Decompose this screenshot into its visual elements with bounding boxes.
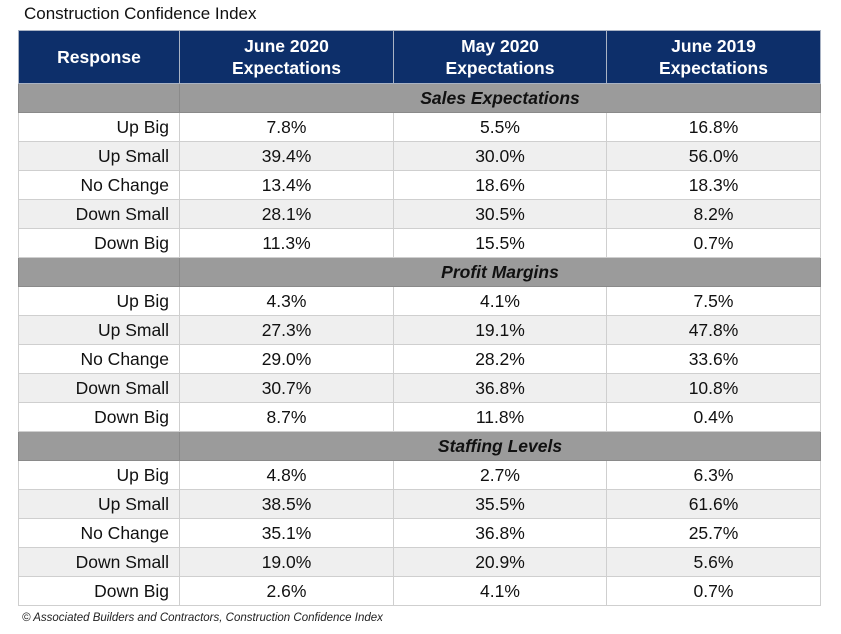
- section-row: Staffing Levels: [18, 431, 821, 461]
- value-cell: 2.6%: [179, 576, 394, 606]
- value-cell: 5.5%: [393, 112, 607, 142]
- value-cell: 27.3%: [179, 315, 394, 345]
- table-row: No Change 35.1% 36.8% 25.7%: [18, 518, 821, 548]
- table-row: Up Small 27.3% 19.1% 47.8%: [18, 315, 821, 345]
- table-row: Down Big 8.7% 11.8% 0.4%: [18, 402, 821, 432]
- value-cell: 4.1%: [393, 286, 607, 316]
- table-row: Down Small 19.0% 20.9% 5.6%: [18, 547, 821, 577]
- response-cell: No Change: [18, 344, 180, 374]
- page-title: Construction Confidence Index: [24, 4, 257, 23]
- header-june-2019: June 2019 Expectations: [606, 30, 821, 84]
- response-cell: Down Small: [18, 547, 180, 577]
- value-cell: 28.2%: [393, 344, 607, 374]
- response-cell: Up Small: [18, 141, 180, 171]
- table-row: Up Big 7.8% 5.5% 16.8%: [18, 112, 821, 142]
- section-spacer-cell: [18, 83, 180, 113]
- value-cell: 8.7%: [179, 402, 394, 432]
- value-cell: 28.1%: [179, 199, 394, 229]
- confidence-table: Response June 2020 Expectations May 2020 E…: [18, 30, 821, 606]
- response-cell: No Change: [18, 518, 180, 548]
- value-cell: 30.7%: [179, 373, 394, 403]
- response-cell: Up Small: [18, 315, 180, 345]
- value-cell: 61.6%: [606, 489, 821, 519]
- table-row: Down Big 2.6% 4.1% 0.7%: [18, 576, 821, 606]
- value-cell: 4.3%: [179, 286, 394, 316]
- header-june-2020: June 2020 Expectations: [179, 30, 394, 84]
- header-may-2020: May 2020 Expectations: [393, 30, 607, 84]
- section-title: Profit Margins: [179, 257, 821, 287]
- table-row: No Change 29.0% 28.2% 33.6%: [18, 344, 821, 374]
- value-cell: 29.0%: [179, 344, 394, 374]
- value-cell: 25.7%: [606, 518, 821, 548]
- response-cell: Up Small: [18, 489, 180, 519]
- response-cell: No Change: [18, 170, 180, 200]
- value-cell: 47.8%: [606, 315, 821, 345]
- value-cell: 16.8%: [606, 112, 821, 142]
- table-row: Down Big 11.3% 15.5% 0.7%: [18, 228, 821, 258]
- value-cell: 0.4%: [606, 402, 821, 432]
- copyright-footer: © Associated Builders and Contractors, C…: [22, 612, 383, 624]
- value-cell: 36.8%: [393, 518, 607, 548]
- table-row: Up Big 4.3% 4.1% 7.5%: [18, 286, 821, 316]
- value-cell: 30.0%: [393, 141, 607, 171]
- value-cell: 19.0%: [179, 547, 394, 577]
- value-cell: 19.1%: [393, 315, 607, 345]
- value-cell: 56.0%: [606, 141, 821, 171]
- section-row: Sales Expectations: [18, 83, 821, 113]
- value-cell: 7.8%: [179, 112, 394, 142]
- section-title: Staffing Levels: [179, 431, 821, 461]
- value-cell: 30.5%: [393, 199, 607, 229]
- value-cell: 13.4%: [179, 170, 394, 200]
- value-cell: 39.4%: [179, 141, 394, 171]
- value-cell: 4.8%: [179, 460, 394, 490]
- response-cell: Up Big: [18, 286, 180, 316]
- table-body: Sales Expectations Up Big 7.8% 5.5% 16.8% Up …: [18, 83, 821, 606]
- value-cell: 35.5%: [393, 489, 607, 519]
- table-row: No Change 13.4% 18.6% 18.3%: [18, 170, 821, 200]
- section-spacer-cell: [18, 431, 180, 461]
- value-cell: 11.3%: [179, 228, 394, 258]
- table-row: Down Small 30.7% 36.8% 10.8%: [18, 373, 821, 403]
- value-cell: 38.5%: [179, 489, 394, 519]
- table-row: Up Small 39.4% 30.0% 56.0%: [18, 141, 821, 171]
- response-cell: Down Small: [18, 199, 180, 229]
- response-cell: Down Small: [18, 373, 180, 403]
- value-cell: 20.9%: [393, 547, 607, 577]
- value-cell: 8.2%: [606, 199, 821, 229]
- section-title: Sales Expectations: [179, 83, 821, 113]
- value-cell: 6.3%: [606, 460, 821, 490]
- value-cell: 0.7%: [606, 576, 821, 606]
- value-cell: 2.7%: [393, 460, 607, 490]
- table-row: Down Small 28.1% 30.5% 8.2%: [18, 199, 821, 229]
- value-cell: 33.6%: [606, 344, 821, 374]
- section-spacer-cell: [18, 257, 180, 287]
- value-cell: 0.7%: [606, 228, 821, 258]
- response-cell: Down Big: [18, 402, 180, 432]
- response-cell: Up Big: [18, 112, 180, 142]
- response-cell: Up Big: [18, 460, 180, 490]
- response-cell: Down Big: [18, 576, 180, 606]
- value-cell: 18.3%: [606, 170, 821, 200]
- value-cell: 35.1%: [179, 518, 394, 548]
- response-cell: Down Big: [18, 228, 180, 258]
- header-response: Response: [18, 30, 180, 84]
- header-row: Response June 2020 Expectations May 2020 E…: [18, 30, 821, 84]
- value-cell: 36.8%: [393, 373, 607, 403]
- table-row: Up Big 4.8% 2.7% 6.3%: [18, 460, 821, 490]
- value-cell: 7.5%: [606, 286, 821, 316]
- value-cell: 4.1%: [393, 576, 607, 606]
- value-cell: 10.8%: [606, 373, 821, 403]
- section-row: Profit Margins: [18, 257, 821, 287]
- value-cell: 11.8%: [393, 402, 607, 432]
- value-cell: 15.5%: [393, 228, 607, 258]
- table-row: Up Small 38.5% 35.5% 61.6%: [18, 489, 821, 519]
- value-cell: 5.6%: [606, 547, 821, 577]
- value-cell: 18.6%: [393, 170, 607, 200]
